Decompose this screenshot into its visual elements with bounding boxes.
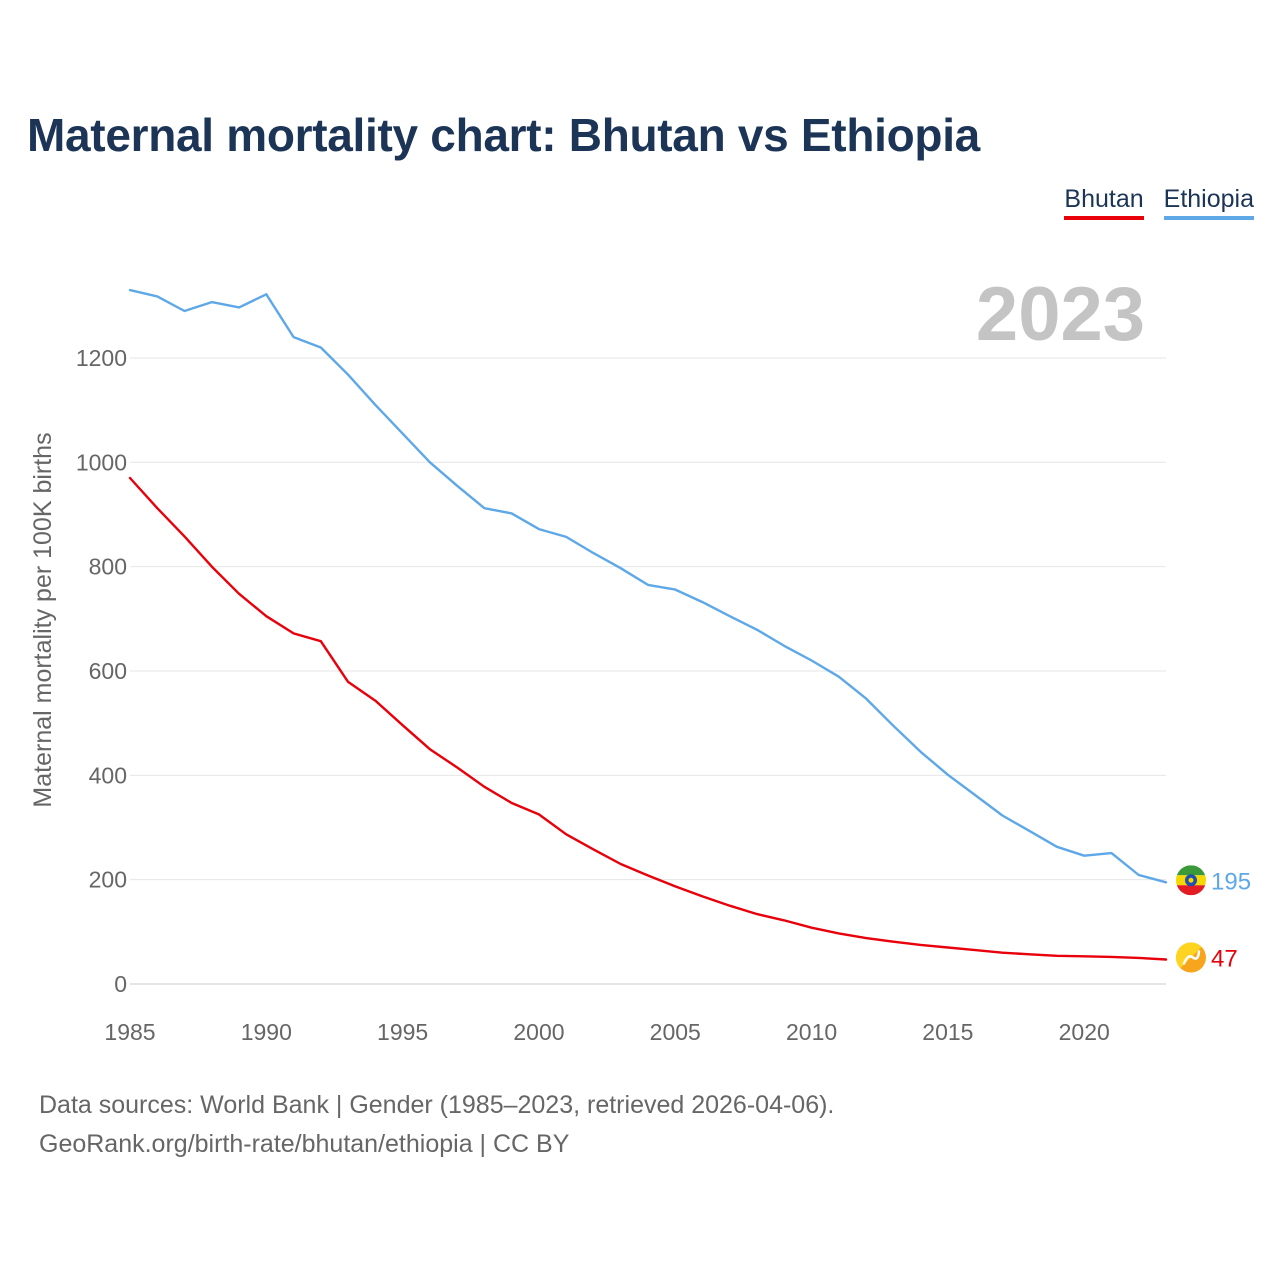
x-tick-label: 2000: [513, 1019, 564, 1045]
legend: Bhutan Ethiopia: [1064, 184, 1254, 220]
x-tick-label: 1990: [241, 1019, 292, 1045]
end-markers: 47 195: [1176, 865, 1251, 973]
y-tick-label: 1200: [76, 345, 127, 371]
source-note: Data sources: World Bank | Gender (1985–…: [39, 1086, 834, 1164]
y-tick-label: 1000: [76, 449, 127, 475]
y-axis: 0 200 400 600 800 1000 1200: [76, 345, 127, 997]
y-axis-title: Maternal mortality per 100K births: [29, 432, 57, 807]
legend-item-bhutan[interactable]: Bhutan: [1064, 184, 1144, 220]
end-value-label-ethiopia: 195: [1211, 868, 1251, 895]
legend-item-ethiopia[interactable]: Ethiopia: [1163, 184, 1254, 220]
y-tick-label: 800: [89, 554, 127, 580]
x-tick-label: 2005: [650, 1019, 701, 1045]
source-line-1: Data sources: World Bank | Gender (1985–…: [39, 1091, 835, 1119]
end-value-label-bhutan: 47: [1211, 945, 1238, 972]
chart-title: Maternal mortality chart: Bhutan vs Ethi…: [27, 109, 980, 161]
series-group: [128, 288, 1168, 961]
y-tick-label: 200: [89, 867, 127, 893]
series-line-bhutan[interactable]: [128, 476, 1168, 961]
y-tick-label: 400: [89, 762, 127, 788]
y-tick-label: 0: [114, 971, 127, 997]
x-tick-label: 2020: [1059, 1019, 1110, 1045]
ethiopia-flag-icon: [1176, 865, 1206, 896]
source-line-2[interactable]: GeoRank.org/birth-rate/bhutan/ethiopia |…: [39, 1130, 570, 1158]
x-tick-label: 2015: [922, 1019, 973, 1045]
x-tick-label: 2010: [786, 1019, 837, 1045]
series-line-ethiopia[interactable]: [128, 288, 1168, 884]
y-tick-label: 600: [89, 658, 127, 684]
grid: [130, 357, 1166, 985]
x-tick-label: 1985: [104, 1019, 155, 1045]
x-axis: 1985 1990 1995 2000 2005 2010 2015 2020: [104, 1019, 1109, 1045]
year-label: 2023: [976, 272, 1145, 357]
line-chart: 0 200 400 600 800 1000 1200 1985 1990 1995 2000 20…: [29, 272, 1251, 1045]
bhutan-flag-icon: [1176, 942, 1206, 973]
x-tick-label: 1995: [377, 1019, 428, 1045]
